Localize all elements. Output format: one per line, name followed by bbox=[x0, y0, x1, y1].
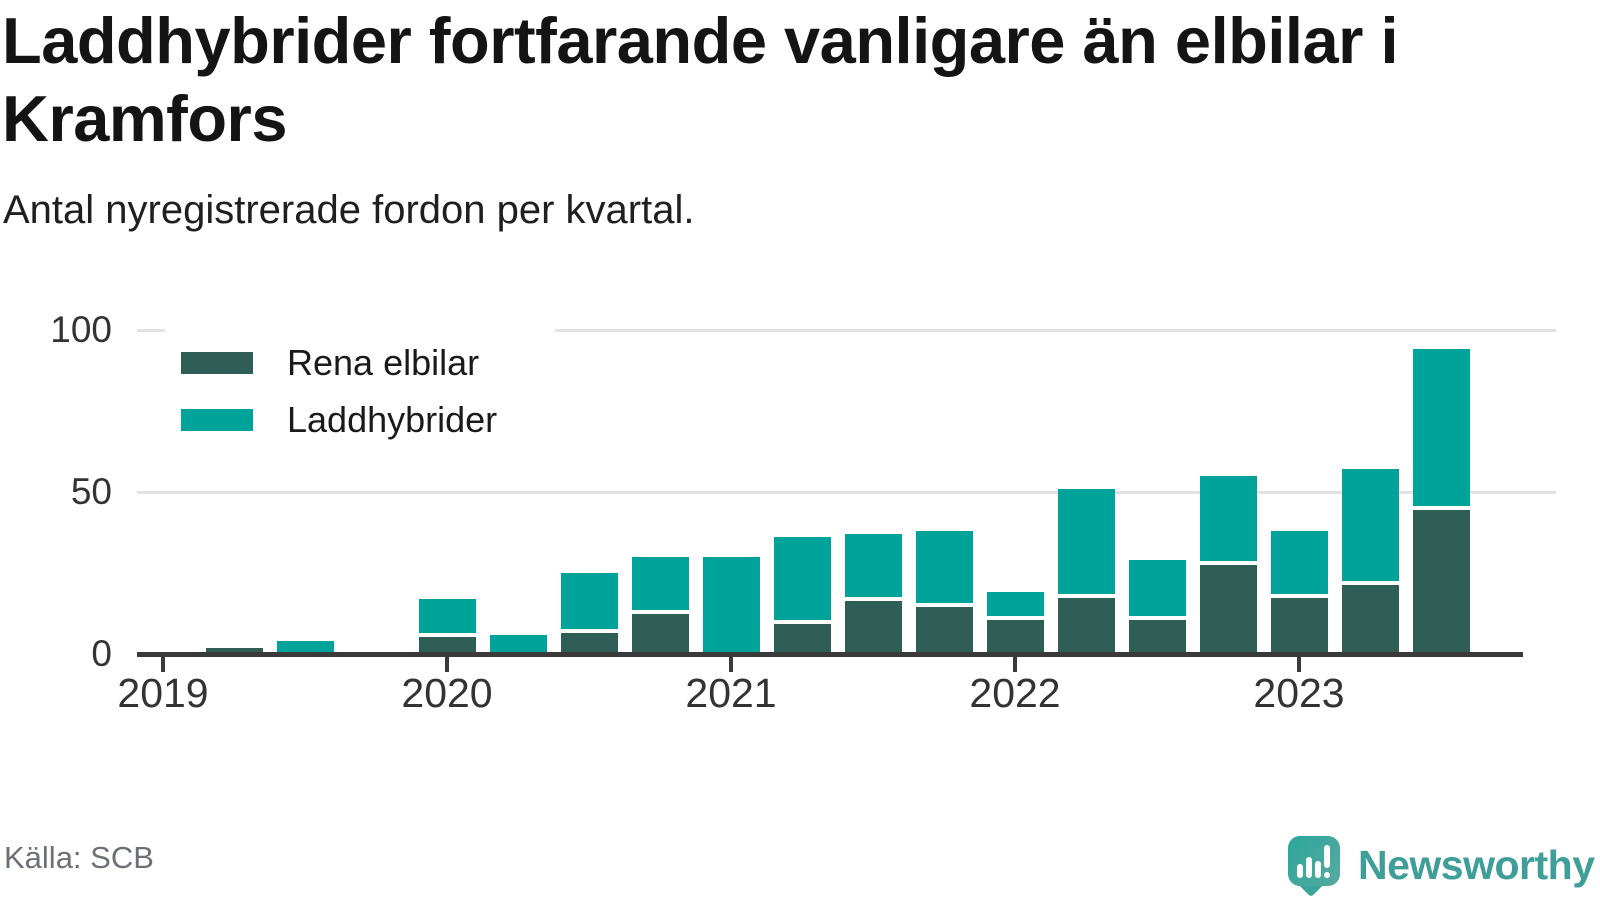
gridline-y50 bbox=[137, 490, 1556, 494]
x-axis-tick bbox=[161, 657, 165, 672]
bar-segment-laddhybrider bbox=[986, 592, 1044, 617]
bar-segment-rena-elbilar bbox=[205, 647, 263, 654]
logo-exclamation-icon bbox=[1324, 872, 1330, 878]
y-axis-tick-label: 50 bbox=[70, 471, 112, 512]
logo-bar-icon bbox=[1306, 857, 1312, 878]
x-axis-line bbox=[137, 652, 1523, 657]
legend-item: Rena elbilar bbox=[181, 342, 497, 384]
bar-segment-laddhybrider bbox=[1412, 349, 1470, 507]
bar-segment-rena-elbilar bbox=[1341, 584, 1399, 654]
bar-segment-laddhybrider bbox=[1341, 469, 1399, 581]
x-axis-tick-label: 2020 bbox=[401, 670, 493, 716]
bar-segment-rena-elbilar bbox=[915, 607, 973, 654]
source-note: Källa: SCB bbox=[4, 840, 154, 875]
logo-bubble-icon bbox=[1288, 836, 1340, 886]
logo-bar-icon bbox=[1315, 861, 1321, 878]
bar-segment-laddhybrider bbox=[915, 530, 973, 604]
x-axis-tick bbox=[1297, 657, 1301, 672]
legend-swatch bbox=[181, 352, 253, 374]
bar-segment-rena-elbilar bbox=[773, 623, 831, 654]
bar-segment-rena-elbilar bbox=[418, 636, 476, 654]
logo-exclamation-icon bbox=[1324, 845, 1330, 868]
bar-segment-laddhybrider bbox=[276, 641, 334, 654]
bar-segment-laddhybrider bbox=[1270, 530, 1328, 594]
legend-item: Laddhybrider bbox=[181, 399, 497, 441]
x-axis-tick bbox=[1013, 657, 1017, 672]
bar-segment-rena-elbilar bbox=[631, 613, 689, 654]
bar-segment-laddhybrider bbox=[489, 634, 547, 654]
bar-segment-laddhybrider bbox=[560, 573, 618, 630]
bar-segment-rena-elbilar bbox=[1128, 620, 1186, 654]
logo-bar-icon bbox=[1297, 864, 1303, 878]
bar-segment-laddhybrider bbox=[1057, 488, 1115, 594]
x-axis-tick-label: 2019 bbox=[117, 670, 209, 716]
bar-segment-rena-elbilar bbox=[560, 633, 618, 654]
x-axis-tick-label: 2022 bbox=[969, 670, 1061, 716]
x-axis-tick-label: 2021 bbox=[685, 670, 777, 716]
legend-label: Laddhybrider bbox=[287, 399, 498, 440]
x-axis-tick bbox=[729, 657, 733, 672]
bar-segment-rena-elbilar bbox=[1199, 565, 1257, 654]
chart-title: Laddhybrider fortfarande vanligare än el… bbox=[2, 4, 1399, 155]
bar-segment-rena-elbilar bbox=[1270, 597, 1328, 654]
bar-segment-rena-elbilar bbox=[844, 600, 902, 654]
bar-segment-laddhybrider bbox=[1128, 560, 1186, 617]
bar-segment-laddhybrider bbox=[418, 598, 476, 633]
bar-segment-rena-elbilar bbox=[1412, 510, 1470, 654]
bar-segment-laddhybrider bbox=[631, 556, 689, 610]
brand-wordmark: Newsworthy bbox=[1358, 842, 1595, 888]
y-axis-tick-label: 0 bbox=[91, 633, 112, 674]
bar-segment-laddhybrider bbox=[1199, 475, 1257, 562]
x-axis-tick-label: 2023 bbox=[1253, 670, 1345, 716]
bar-segment-rena-elbilar bbox=[986, 620, 1044, 654]
legend-swatch bbox=[181, 409, 253, 431]
bar-segment-laddhybrider bbox=[844, 534, 902, 597]
legend: Rena elbilar Laddhybrider bbox=[165, 318, 556, 476]
legend-label: Rena elbilar bbox=[287, 342, 480, 383]
x-axis-tick bbox=[445, 657, 449, 672]
bar-segment-laddhybrider bbox=[702, 556, 760, 654]
bar-segment-laddhybrider bbox=[773, 537, 831, 620]
chart-subtitle: Antal nyregistrerade fordon per kvartal. bbox=[3, 188, 695, 232]
y-axis-tick-label: 100 bbox=[50, 309, 112, 350]
bar-segment-rena-elbilar bbox=[1057, 597, 1115, 654]
gridline-y100 bbox=[137, 328, 1556, 332]
